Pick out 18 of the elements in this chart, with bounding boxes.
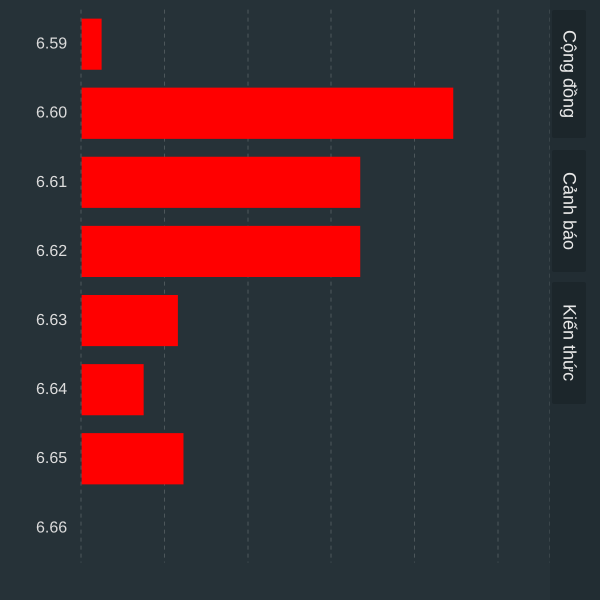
- y-tick-label: 6.65: [36, 450, 68, 468]
- y-tick-label: 6.59: [36, 36, 68, 53]
- y-tick-label: 6.66: [36, 519, 68, 536]
- bar: [82, 18, 102, 70]
- bar: [82, 88, 454, 139]
- y-tick-label: 6.62: [36, 242, 68, 260]
- bar: [82, 364, 144, 416]
- bar: [82, 156, 360, 208]
- bar: [82, 294, 178, 346]
- y-tick-label: 6.60: [36, 104, 68, 122]
- text: Cộng đồng: [552, 10, 586, 138]
- text: Cảnh báo: [552, 150, 586, 272]
- bar: [82, 226, 360, 278]
- bar: [82, 433, 184, 484]
- text: Kiến thức: [552, 282, 586, 404]
- y-tick-label: 6.63: [36, 312, 68, 329]
- y-tick-label: 6.64: [36, 381, 68, 398]
- y-tick-label: 6.61: [36, 174, 68, 191]
